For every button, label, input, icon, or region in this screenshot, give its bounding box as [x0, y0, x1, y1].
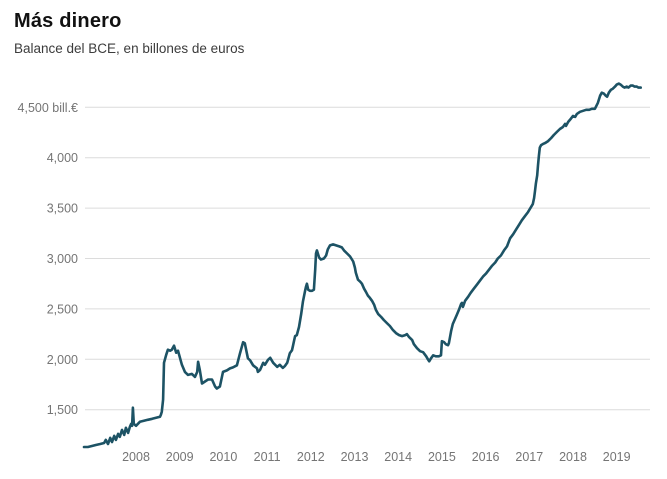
x-tick-label-2017: 2017 [515, 450, 543, 464]
y-tick-label-1500: 1,500 [47, 403, 78, 417]
y-tick-label-2000: 2,000 [47, 353, 78, 367]
x-tick-label-2015: 2015 [428, 450, 456, 464]
x-tick-label-2011: 2011 [254, 450, 281, 464]
x-tick-label-2018: 2018 [559, 450, 587, 464]
y-tick-label-3500: 3,500 [47, 202, 78, 216]
x-tick-label-2008: 2008 [122, 450, 150, 464]
chart-title: Más dinero [14, 10, 122, 32]
x-tick-label-2016: 2016 [472, 450, 500, 464]
y-tick-label-3000: 3,000 [47, 252, 78, 266]
x-tick-label-2009: 2009 [166, 450, 194, 464]
chart-subtitle: Balance del BCE, en billones de euros [14, 41, 245, 56]
x-tick-label-2019: 2019 [603, 450, 631, 464]
x-tick-label-2014: 2014 [384, 450, 412, 464]
balance-line [82, 82, 642, 449]
y-tick-label-4000: 4,000 [47, 151, 78, 165]
y-tick-label-4500: 4,500 bill.€ [18, 101, 79, 115]
x-tick-label-2013: 2013 [341, 450, 369, 464]
y-tick-label-2500: 2,500 [47, 302, 78, 316]
x-tick-label-2010: 2010 [209, 450, 237, 464]
x-tick-label-2012: 2012 [297, 450, 325, 464]
